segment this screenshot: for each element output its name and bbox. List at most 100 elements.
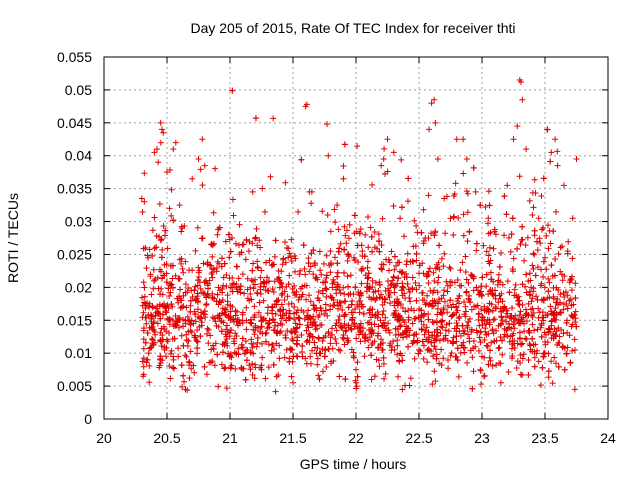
data-point [555, 325, 562, 332]
data-point [153, 244, 160, 251]
data-point [396, 259, 403, 266]
data-point [441, 287, 448, 294]
data-point [249, 188, 256, 195]
data-point [425, 268, 432, 275]
data-point [212, 318, 219, 325]
data-point [246, 297, 253, 304]
data-point [323, 272, 330, 279]
data-point [524, 234, 531, 241]
data-point [571, 386, 578, 393]
data-point [371, 373, 378, 380]
data-point [450, 193, 457, 200]
x-tick-label: 20 [96, 430, 112, 446]
data-point [516, 329, 523, 336]
data-point [278, 268, 285, 275]
data-point [414, 337, 421, 344]
data-point [155, 159, 162, 166]
data-point [319, 368, 326, 375]
data-point [339, 334, 346, 341]
data-point [159, 246, 166, 253]
data-point [327, 228, 334, 235]
data-point [571, 336, 578, 343]
data-point [404, 281, 411, 288]
data-point [226, 254, 233, 261]
data-point [294, 324, 301, 331]
data-point [218, 318, 225, 325]
data-point [216, 287, 223, 294]
data-point [368, 296, 375, 303]
data-point [464, 209, 471, 216]
data-point [263, 329, 270, 336]
data-point [333, 290, 340, 297]
x-tick-label: 24 [600, 430, 616, 446]
data-point [523, 289, 530, 296]
data-point [460, 232, 467, 239]
data-point [499, 298, 506, 305]
data-point [394, 342, 401, 349]
data-point [406, 295, 413, 302]
data-point [150, 318, 157, 325]
data-point [572, 308, 579, 315]
data-point [283, 346, 290, 353]
data-point [394, 300, 401, 307]
data-point [359, 303, 366, 310]
data-point [191, 369, 198, 376]
data-point [454, 357, 461, 364]
data-point [478, 306, 485, 313]
data-point [252, 361, 259, 368]
data-point [442, 332, 449, 339]
data-point [399, 330, 406, 337]
data-point [337, 240, 344, 247]
data-point [412, 243, 419, 250]
data-point [307, 353, 314, 360]
data-point [385, 256, 392, 263]
data-point [547, 303, 554, 310]
data-point [526, 270, 533, 277]
data-point [560, 182, 567, 189]
data-point [179, 225, 186, 232]
data-point [154, 308, 161, 315]
data-point [203, 371, 210, 378]
data-point [391, 302, 398, 309]
data-point [548, 317, 555, 324]
data-point [497, 360, 504, 367]
data-point [491, 228, 498, 235]
data-point [450, 334, 457, 341]
data-point [525, 371, 532, 378]
data-point [341, 141, 348, 148]
data-point [572, 295, 579, 302]
data-point [532, 272, 539, 279]
data-point [150, 327, 157, 334]
data-point [483, 331, 490, 338]
data-point [376, 363, 383, 370]
data-point [303, 101, 310, 108]
data-point [540, 258, 547, 265]
data-point [291, 282, 298, 289]
data-point [209, 274, 216, 281]
data-point [341, 269, 348, 276]
data-point [286, 272, 293, 279]
data-point [146, 362, 153, 369]
data-point [281, 288, 288, 295]
data-point [398, 287, 405, 294]
data-point [221, 365, 228, 372]
data-point [260, 283, 267, 290]
data-point [484, 316, 491, 323]
data-point [183, 331, 190, 338]
data-point [328, 358, 335, 365]
data-point [224, 298, 231, 305]
data-point [220, 282, 227, 289]
data-point [257, 274, 264, 281]
y-tick-label: 0 [84, 411, 92, 427]
data-point [353, 383, 360, 390]
data-point [518, 236, 525, 243]
data-point [288, 258, 295, 264]
data-point [434, 156, 441, 163]
data-point [234, 322, 241, 329]
data-point [188, 328, 195, 335]
data-point [336, 286, 343, 293]
data-point [289, 285, 296, 292]
data-point [434, 332, 441, 339]
data-point [277, 279, 284, 286]
data-point [453, 338, 460, 345]
